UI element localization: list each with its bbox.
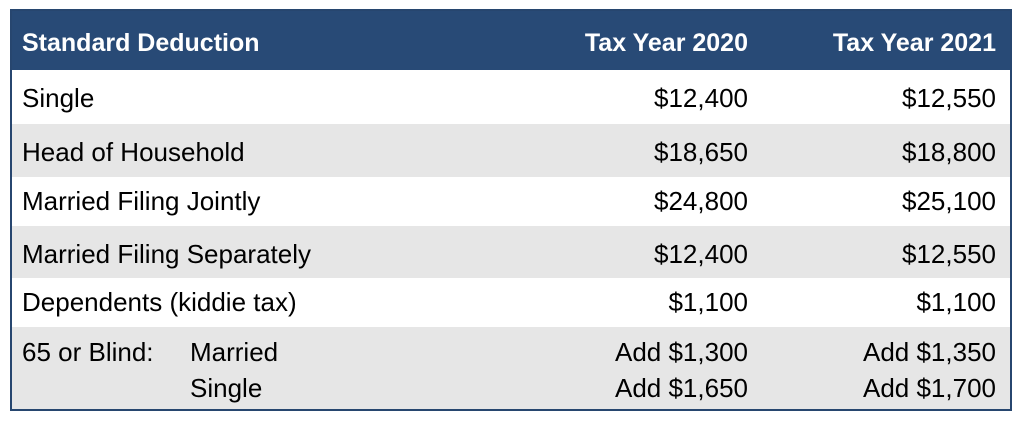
table-row-dependents: Dependents (kiddie tax) $1,100 $1,100 [12,278,1010,327]
value-2021: $12,550 [902,239,996,269]
value-2020: $1,100 [668,287,748,317]
standard-deduction-table: Standard Deduction Tax Year 2020 Tax Yea… [10,9,1012,411]
value-2020: $18,650 [654,137,748,167]
value-2020: $24,800 [654,186,748,216]
row-label: Married Filing Separately [22,239,312,269]
sub-row-label-single: Single [190,373,263,403]
row-label: Married Filing Jointly [22,186,261,216]
header-tax-year-2020: Tax Year 2020 [584,29,748,57]
table-header: Standard Deduction Tax Year 2020 Tax Yea… [12,11,1010,70]
value-2020-single: Add $1,650 [614,373,748,403]
value-2021: $18,800 [902,137,996,167]
header-standard-deduction: Standard Deduction [22,29,260,57]
row-label: Dependents (kiddie tax) [22,287,297,317]
value-2021-single: Add $1,700 [862,373,996,403]
header-tax-year-2021: Tax Year 2021 [832,29,996,57]
table-row-single: Single $12,400 $12,550 [12,70,1010,124]
row-label: Single [22,83,95,113]
table-row-married-filing-jointly: Married Filing Jointly $24,800 $25,100 [12,177,1010,226]
row-label: Head of Household [22,137,245,167]
table-row-married-filing-separately: Married Filing Separately $12,400 $12,55… [12,226,1010,278]
table-row-head-of-household: Head of Household $18,650 $18,800 [12,124,1010,177]
row-label: 65 or Blind: [22,337,154,367]
value-2021: $1,100 [916,287,996,317]
value-2020: $12,400 [654,239,748,269]
sub-row-label-married: Married [190,337,279,367]
value-2020-married: Add $1,300 [614,337,748,367]
value-2021: $25,100 [902,186,996,216]
table-row-65-or-blind: 65 or Blind: Married Add $1,300 Add $1,3… [12,327,1010,409]
value-2021: $12,550 [902,83,996,113]
value-2020: $12,400 [654,83,748,113]
value-2021-married: Add $1,350 [862,337,996,367]
